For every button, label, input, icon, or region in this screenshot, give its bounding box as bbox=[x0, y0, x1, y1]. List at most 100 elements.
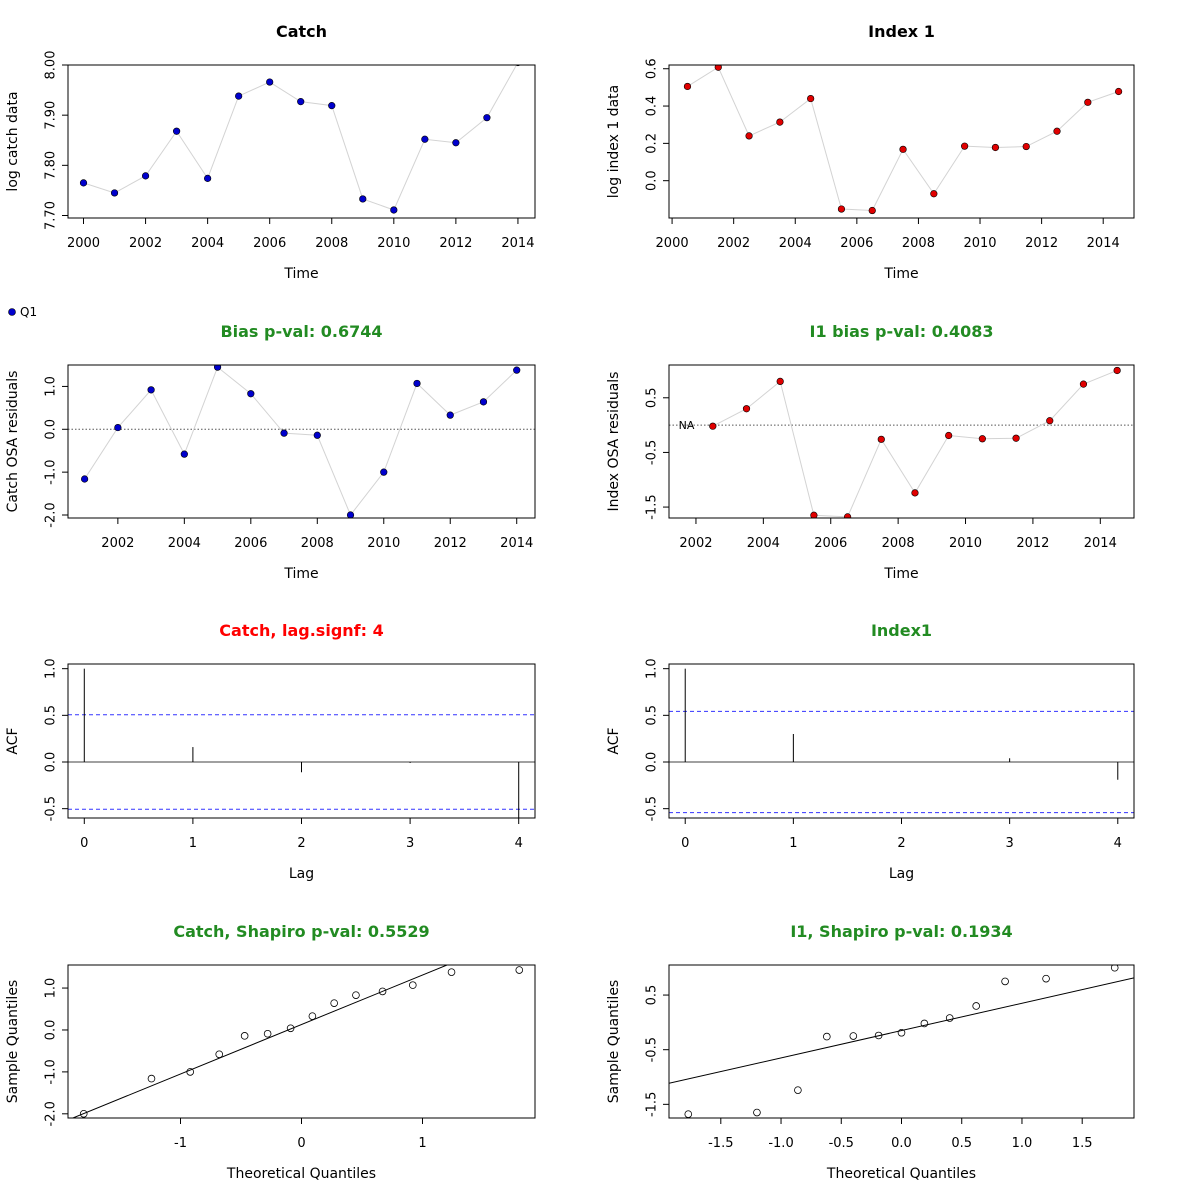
index_resid-y-tick-label: 0.5 bbox=[645, 387, 660, 408]
catch_qq-y-tick-label: 0.0 bbox=[44, 1020, 59, 1041]
index_qq-point bbox=[753, 1108, 761, 1117]
index_resid-panel: I1 bias p-val: 0.4083 NA 2002 2004 2006 2008 2… bbox=[606, 322, 1135, 582]
catch-y-tick-label: 7.70 bbox=[44, 201, 59, 230]
catch_qq-point bbox=[263, 1029, 272, 1038]
index_resid-y-axis-label: Index OSA residuals bbox=[606, 372, 622, 512]
catch_qq-plot-area bbox=[71, 965, 524, 1118]
q1-legend-marker bbox=[8, 308, 16, 316]
index1-x-tick-label: 2002 bbox=[717, 236, 750, 251]
catch_resid-x-axis-label: Time bbox=[283, 566, 318, 582]
index_resid-point bbox=[709, 422, 717, 430]
catch_resid-point bbox=[346, 511, 355, 518]
index1-point bbox=[1115, 87, 1123, 96]
index_acf-x-tick-label: 3 bbox=[1005, 836, 1013, 851]
index_acf-x-tick-label: 1 bbox=[789, 836, 797, 851]
catch_resid-x-tick-label: 2004 bbox=[168, 536, 201, 551]
index1-point bbox=[776, 118, 784, 126]
catch_resid-point bbox=[213, 365, 222, 371]
catch-x-tick-label: 2008 bbox=[315, 236, 348, 251]
index_resid-point bbox=[776, 377, 784, 385]
index_qq-point bbox=[897, 1028, 906, 1037]
index_resid-point bbox=[810, 511, 818, 518]
index_qq-x-tick-label: 0.5 bbox=[951, 1136, 972, 1151]
q1-legend-label: Q1 bbox=[20, 305, 37, 319]
index_qq-frame bbox=[668, 964, 1135, 1119]
index_resid-point bbox=[1012, 434, 1020, 442]
index_resid-point bbox=[742, 405, 751, 413]
catch_qq-frame bbox=[67, 964, 536, 1119]
index_qq-x-axis-label: Theoretical Quantiles bbox=[826, 1166, 976, 1182]
catch_resid-y-tick-label: -1.0 bbox=[44, 459, 59, 484]
catch_resid-point bbox=[147, 386, 155, 394]
index_resid-point bbox=[877, 435, 885, 443]
index1-point bbox=[991, 143, 1000, 152]
catch-x-tick-label: 2010 bbox=[377, 236, 410, 251]
index_qq-point bbox=[874, 1031, 883, 1040]
index_resid-x-tick-label: 2008 bbox=[882, 536, 915, 551]
index_qq-x-tick-label: 0.0 bbox=[891, 1136, 912, 1151]
index_resid-x-tick-label: 2002 bbox=[679, 536, 712, 551]
index_resid-point bbox=[1079, 380, 1088, 388]
catch-x-tick-label: 2004 bbox=[191, 236, 224, 251]
index1-point bbox=[961, 142, 969, 150]
catch_qq-point bbox=[378, 987, 387, 996]
index1-x-tick-label: 2008 bbox=[902, 236, 935, 251]
catch_qq-y-tick-label: 1.0 bbox=[44, 978, 59, 999]
index1-y-tick-label: 0.2 bbox=[645, 133, 660, 154]
index_qq-point bbox=[1110, 965, 1119, 972]
index_acf-y-tick-label: 0.0 bbox=[645, 752, 660, 773]
catch_resid-frame bbox=[67, 364, 536, 519]
index1-point bbox=[714, 65, 722, 71]
index1-y-tick-label: 0.6 bbox=[645, 58, 660, 79]
catch_qq-x-tick-label: 0 bbox=[297, 1136, 305, 1151]
index_resid-plot-area bbox=[669, 366, 1134, 518]
catch_acf-x-tick-label: 1 bbox=[189, 836, 197, 851]
catch_acf-x-axis-label: Lag bbox=[289, 866, 314, 882]
catch-x-tick-label: 2006 bbox=[253, 236, 286, 251]
catch_acf-x-tick-label: 0 bbox=[80, 836, 88, 851]
catch_resid-x-tick-label: 2014 bbox=[500, 536, 533, 551]
catch-point bbox=[483, 114, 491, 122]
index_qq-y-axis-label: Sample Quantiles bbox=[606, 980, 622, 1103]
index1-x-tick-label: 2012 bbox=[1025, 236, 1058, 251]
index1-point bbox=[1084, 98, 1092, 106]
catch_qq-point bbox=[79, 1110, 88, 1118]
catch_resid-series-line bbox=[84, 366, 518, 516]
catch-point bbox=[421, 135, 429, 143]
index_resid-x-tick-label: 2012 bbox=[1016, 536, 1049, 551]
catch_qq-point bbox=[447, 968, 456, 976]
index1-y-axis-label: log index 1 data bbox=[606, 85, 622, 198]
catch-point bbox=[328, 102, 336, 110]
catch_acf-y-tick-label: 0.0 bbox=[44, 752, 59, 773]
catch_acf-x-tick-label: 2 bbox=[297, 836, 305, 851]
index1-point bbox=[807, 94, 815, 103]
catch_qq-y-tick-label: -2.0 bbox=[44, 1101, 59, 1126]
catch_resid-point bbox=[413, 379, 421, 388]
index_qq-point bbox=[1042, 974, 1050, 983]
index_acf-plot-area bbox=[669, 668, 1134, 814]
catch_resid-y-axis-label: Catch OSA residuals bbox=[5, 371, 21, 513]
catch-point bbox=[79, 179, 88, 187]
index_acf-y-tick-label: 1.0 bbox=[645, 658, 660, 679]
index1-x-tick-label: 2006 bbox=[840, 236, 873, 251]
index_acf-x-tick-label: 0 bbox=[681, 836, 689, 851]
catch_acf-frame bbox=[67, 663, 536, 819]
index1-x-tick-label: 2000 bbox=[656, 236, 689, 251]
catch-plot-area bbox=[79, 65, 521, 214]
index_qq-y-tick-label: -0.5 bbox=[645, 1037, 660, 1062]
catch_resid-point bbox=[114, 423, 122, 432]
index_qq-panel: I1, Shapiro p-val: 0.1934 -1.5 -1.0 -0.5 0.0… bbox=[606, 922, 1135, 1182]
index_acf-x-tick-label: 4 bbox=[1114, 836, 1122, 851]
catch-point bbox=[452, 139, 460, 147]
index_resid-x-tick-label: 2010 bbox=[949, 536, 982, 551]
index_qq-point bbox=[823, 1032, 831, 1041]
index_acf-x-tick-label: 2 bbox=[897, 836, 905, 851]
index_acf-frame bbox=[668, 663, 1135, 819]
catch_resid-point bbox=[513, 366, 521, 374]
catch_qq-x-tick-label: 1 bbox=[418, 1136, 426, 1151]
index_resid-frame bbox=[668, 364, 1135, 519]
catch-point bbox=[390, 206, 398, 214]
index_resid-y-tick-label: -0.5 bbox=[645, 440, 660, 465]
catch_qq-point bbox=[515, 966, 524, 974]
